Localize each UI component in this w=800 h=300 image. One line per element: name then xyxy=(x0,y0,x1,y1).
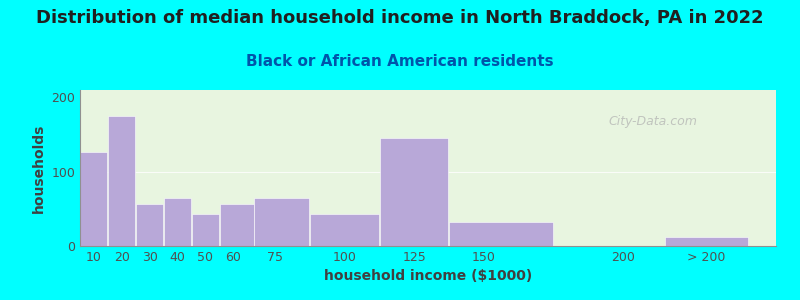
X-axis label: household income ($1000): household income ($1000) xyxy=(324,269,532,284)
Bar xyxy=(136,204,163,246)
Bar xyxy=(254,198,310,246)
Text: City-Data.com: City-Data.com xyxy=(609,115,698,128)
Bar xyxy=(450,222,553,246)
Bar xyxy=(220,204,254,246)
Bar xyxy=(192,214,218,246)
Bar xyxy=(310,214,379,246)
Bar xyxy=(81,152,107,246)
Bar xyxy=(164,198,191,246)
Text: Distribution of median household income in North Braddock, PA in 2022: Distribution of median household income … xyxy=(36,9,764,27)
Bar xyxy=(380,138,449,246)
Text: Black or African American residents: Black or African American residents xyxy=(246,54,554,69)
Y-axis label: households: households xyxy=(32,123,46,213)
Bar xyxy=(108,116,135,246)
Bar xyxy=(665,237,748,246)
